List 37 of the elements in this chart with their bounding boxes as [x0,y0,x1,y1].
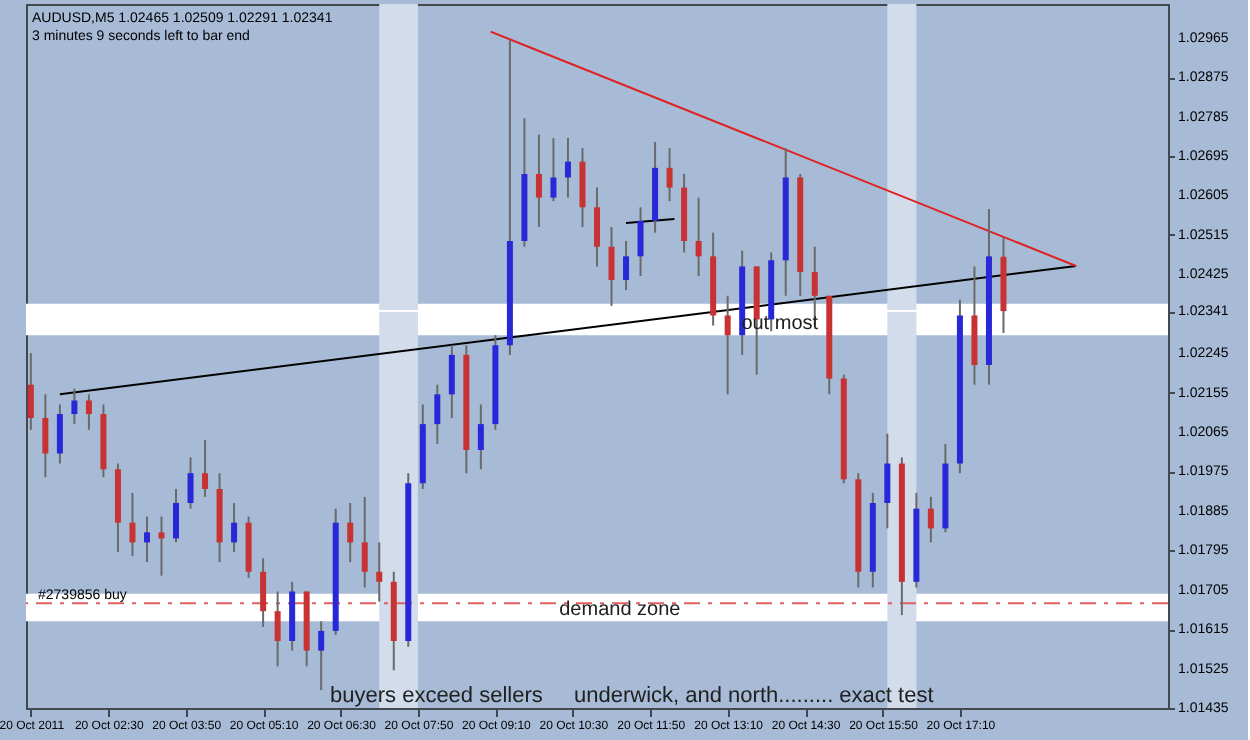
candlestick [724,294,731,396]
candlestick [158,515,165,577]
candlestick [85,393,92,431]
candlestick [666,147,673,203]
candlestick [56,403,63,465]
candlestick [274,590,281,668]
candlestick [637,206,644,278]
candlestick [927,495,934,544]
candlestick [535,133,542,228]
candlestick [129,491,136,557]
candlestick [260,557,267,628]
annotation: buyers exceed sellers [330,684,544,708]
candlestick [143,515,150,564]
candlestick [187,456,194,510]
band-label: demand zone [559,599,682,622]
candlestick [202,438,209,498]
candlestick [608,225,615,307]
candlestick [579,147,586,228]
candlestick [594,186,600,268]
candlestick [71,387,78,426]
candlestick [27,352,34,431]
candlestick [434,383,441,445]
candlestick [318,620,325,692]
candlestick [231,501,238,554]
annotation: underwick, and north......... exact test [574,684,934,708]
candlestick [448,344,455,419]
candlestick [695,196,702,278]
candlestick [477,403,484,471]
candlestick [42,393,49,479]
candlestick [623,240,630,292]
candlestick [564,137,571,199]
candlestick [550,137,557,203]
candlestick [376,541,383,603]
candlestick [347,501,354,564]
candlestick [361,495,368,589]
candlestick [884,432,891,530]
candlestick [173,487,180,544]
